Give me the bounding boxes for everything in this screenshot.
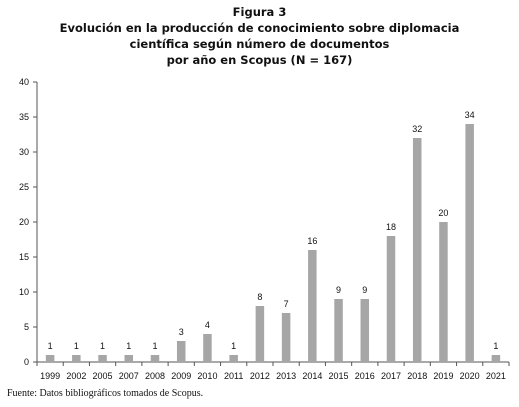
x-tick-label: 2021 (486, 371, 506, 381)
x-tick-label: 2009 (171, 371, 191, 381)
data-label: 8 (257, 292, 262, 302)
data-label: 9 (336, 285, 341, 295)
bar (334, 299, 343, 362)
data-label: 7 (284, 299, 289, 309)
x-tick-label: 2002 (66, 371, 86, 381)
data-label: 1 (100, 341, 105, 351)
chart-title-block: Figura 3 Evolución en la producción de c… (0, 4, 519, 68)
x-tick-label: 2020 (460, 371, 480, 381)
data-label: 1 (74, 341, 79, 351)
bar (229, 355, 238, 362)
bar (255, 306, 265, 362)
y-tick-label: 25 (19, 182, 29, 192)
x-tick-label: 2011 (224, 371, 243, 381)
x-tick-label: 2018 (407, 371, 427, 381)
data-label: 1 (493, 341, 498, 351)
data-label: 34 (465, 110, 475, 120)
bar (439, 222, 448, 362)
y-tick-label: 10 (19, 287, 29, 297)
x-tick-label: 2008 (145, 371, 165, 381)
figure-label: Figura 3 (232, 5, 287, 19)
data-label: 1 (48, 341, 53, 351)
x-tick-label: 2014 (302, 371, 322, 381)
data-label: 16 (307, 236, 317, 246)
x-tick-label: 2016 (355, 371, 375, 381)
x-tick-label: 2015 (329, 371, 349, 381)
data-label: 32 (412, 124, 422, 134)
bar (360, 299, 370, 362)
y-tick-label: 0 (24, 357, 29, 367)
bar (45, 355, 55, 362)
bar (124, 355, 134, 362)
source-footnote: Fuente: Datos bibliográficos tomados de … (7, 388, 204, 399)
data-label: 18 (386, 222, 396, 232)
x-tick-label: 2017 (381, 371, 401, 381)
x-tick-label: 2012 (250, 371, 270, 381)
bar (72, 355, 81, 362)
data-label: 1 (152, 341, 157, 351)
data-label: 9 (362, 285, 367, 295)
bar (281, 313, 291, 362)
bar (150, 355, 160, 362)
x-tick-label: 2010 (197, 371, 217, 381)
data-label: 3 (179, 327, 184, 337)
x-tick-label: 2019 (433, 371, 453, 381)
data-label: 1 (126, 341, 131, 351)
bar (386, 236, 396, 362)
bar (412, 138, 422, 362)
chart-title-line-2: científica según número de documentos (129, 37, 390, 51)
bar (203, 334, 212, 362)
y-tick-label: 40 (19, 77, 29, 87)
y-tick-label: 30 (19, 147, 29, 157)
y-tick-label: 35 (19, 112, 29, 122)
y-tick-label: 15 (19, 252, 29, 262)
x-tick-label: 2007 (119, 371, 139, 381)
chart-title-line-3: por año en Scopus (N = 167) (166, 53, 353, 67)
y-tick-label: 5 (24, 322, 29, 332)
y-tick-label: 20 (19, 217, 29, 227)
chart-title-line-1: Evolución en la producción de conocimien… (59, 21, 460, 35)
data-label: 20 (438, 208, 448, 218)
bar (465, 124, 474, 362)
bar (176, 341, 186, 362)
x-tick-label: 2005 (93, 371, 113, 381)
x-tick-label: 2013 (276, 371, 296, 381)
data-label: 1 (231, 341, 236, 351)
x-tick-label: 1999 (40, 371, 60, 381)
bar (308, 250, 317, 362)
bar (98, 355, 107, 362)
bar (491, 355, 501, 362)
data-label: 4 (205, 320, 210, 330)
